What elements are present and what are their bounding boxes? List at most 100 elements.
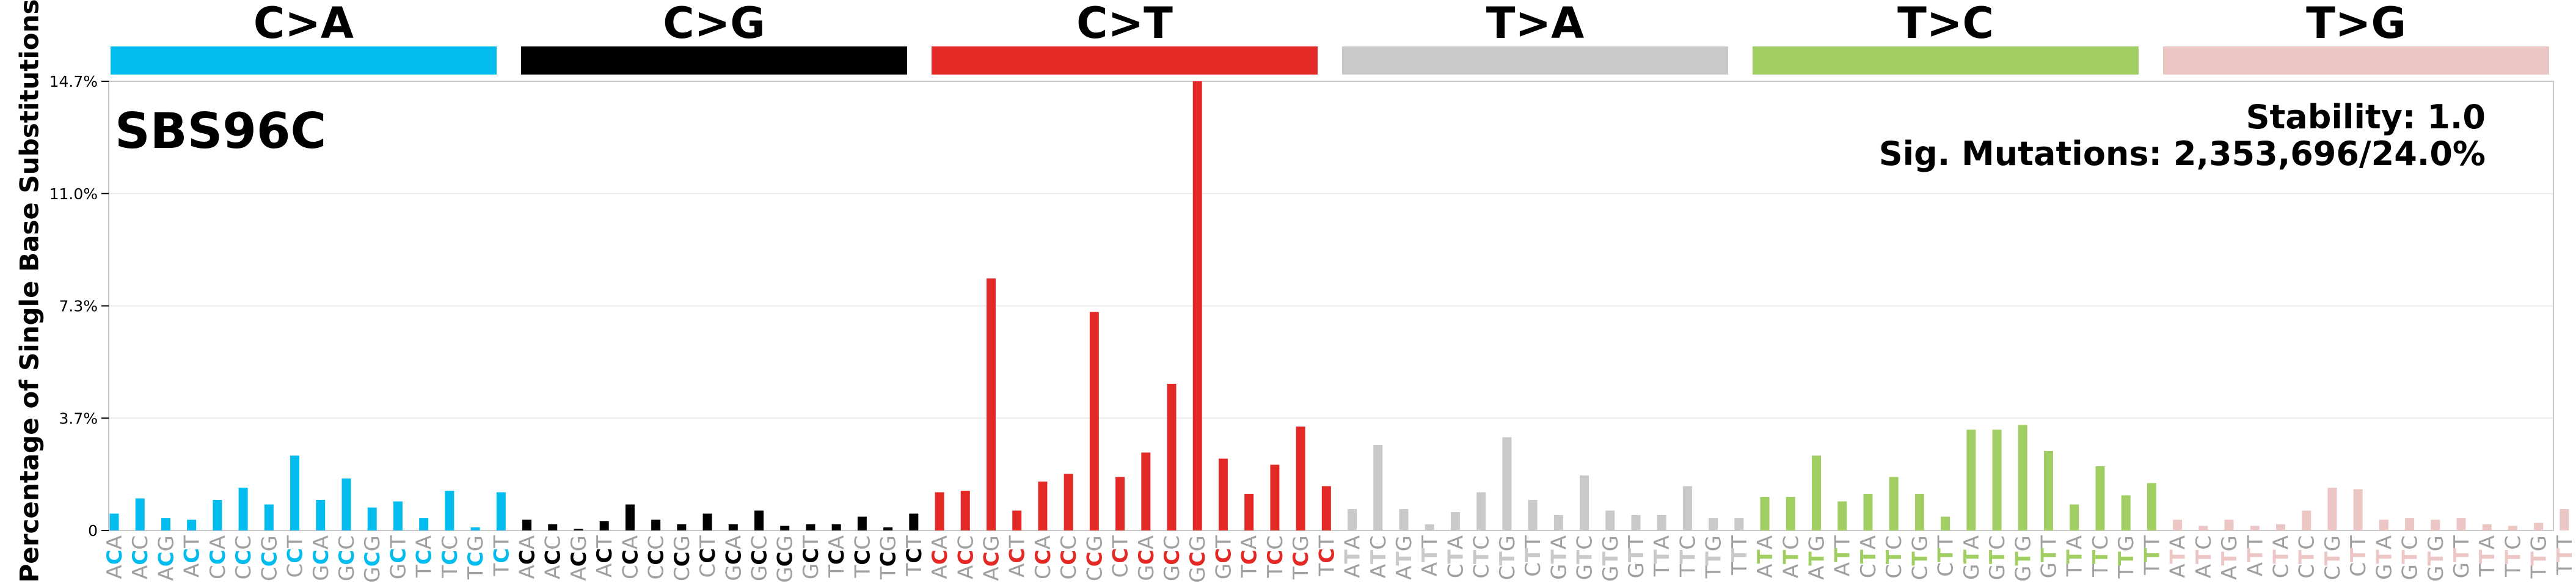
x-tick-label: ATC [1779, 535, 1803, 578]
bar-T>C-GTT [2044, 451, 2053, 530]
bar-T>C-TTT [2147, 483, 2156, 530]
mutation-type-label: T>C [1897, 0, 1994, 48]
x-tick-label: CTT [1521, 535, 1545, 577]
bar-C>A-TCT [496, 492, 506, 530]
bar-T>A-CTC [1476, 492, 1486, 530]
x-tick-label: ATG [2217, 535, 2242, 580]
x-tick-label: GCA [1134, 535, 1159, 581]
x-tick-label: TTC [1676, 535, 1700, 578]
mutation-band-4 [1753, 46, 2139, 75]
x-tick-label: ATC [2192, 535, 2216, 578]
x-tick-label: GTG [2424, 535, 2448, 582]
x-tick-label: TTA [1650, 535, 1674, 577]
x-tick-label: TCT [902, 535, 927, 577]
bar-T>A-ATG [1399, 509, 1409, 530]
bar-C>A-ACA [109, 513, 119, 530]
bar-C>G-GCT [806, 524, 815, 530]
bar-T>A-CTT [1528, 500, 1538, 530]
mutation-type-label: T>A [1486, 0, 1585, 48]
bar-T>A-ATC [1373, 445, 1383, 530]
bar-C>T-ACG [986, 278, 996, 530]
bar-C>G-CCC [651, 519, 661, 530]
bar-T>G-GTC [2405, 518, 2415, 530]
bar-C>A-CCA [213, 500, 222, 530]
x-tick-label: CCC [644, 535, 669, 579]
x-tick-label: CCA [1031, 535, 1056, 579]
bar-T>C-TTG [2121, 495, 2131, 530]
x-tick-label: CCA [618, 535, 643, 579]
bar-T>G-TTC [2508, 526, 2517, 530]
bar-C>A-CCT [290, 455, 300, 530]
x-tick-label: ACT [180, 535, 205, 578]
bar-C>T-TCA [1244, 494, 1254, 530]
bar-T>C-ATA [1760, 497, 1770, 530]
bar-C>A-TCG [470, 527, 480, 530]
stability-label: Stability: 1.0 [2246, 98, 2486, 136]
bar-T>C-TTC [2095, 466, 2105, 530]
x-tick-label: CCT [1109, 535, 1133, 578]
y-tick-label: 0 [88, 522, 98, 540]
x-tick-label: TTT [2553, 535, 2576, 576]
x-tick-label: GTA [1960, 535, 1984, 580]
bar-C>T-CCT [1115, 477, 1125, 530]
mutation-type-label: T>G [2306, 0, 2406, 48]
bar-C>G-ACG [574, 529, 583, 530]
x-tick-label: CTC [1470, 535, 1494, 579]
bar-C>T-GCC [1167, 384, 1177, 530]
x-tick-label: ATG [1805, 535, 1830, 580]
bar-C>A-ACT [187, 519, 197, 530]
x-tick-label: ACC [954, 535, 978, 579]
x-tick-label: TCA [1238, 535, 1262, 578]
x-tick-label: GCA [721, 535, 746, 581]
x-tick-label: CCC [1057, 535, 1081, 579]
x-tick-label: ATC [1366, 535, 1391, 578]
x-tick-label: ATA [1341, 535, 1365, 578]
bar-T>A-ATT [1425, 524, 1434, 530]
bar-C>G-GCC [754, 510, 764, 530]
bar-T>A-CTA [1450, 512, 1460, 530]
x-tick-label: ATA [2166, 535, 2191, 578]
bar-T>A-TTT [1734, 518, 1744, 530]
x-tick-label: CTA [1856, 535, 1881, 578]
x-tick-label: CTG [2321, 535, 2345, 580]
y-tick-label: 14.7% [49, 73, 98, 90]
x-tick-label: ATT [1831, 535, 1855, 576]
mutation-type-label: C>A [254, 0, 354, 48]
bar-C>G-ACC [548, 524, 558, 530]
x-tick-label: ACT [593, 535, 617, 578]
x-tick-label: TTA [2063, 535, 2087, 577]
mutation-type-header: C>A C>G C>T T>A T>C T>G [111, 0, 2549, 75]
bar-T>C-CTT [1941, 516, 1950, 530]
bar-T>C-CTA [1863, 494, 1873, 530]
x-tick-label: CCT [696, 535, 720, 578]
x-tick-label: ACA [103, 535, 127, 579]
bar-C>G-CCA [625, 504, 635, 530]
x-axis-context-labels: ACAACCACGACTCCACCCCCGCCTGCAGCCGCGGCTTCAT… [103, 535, 2576, 582]
x-tick-label: CCC [232, 535, 256, 579]
x-tick-label: GTG [2011, 535, 2035, 582]
bar-C>G-TCC [857, 516, 867, 530]
bar-T>A-TTG [1709, 518, 1718, 530]
x-tick-label: TTA [2475, 535, 2500, 577]
x-tick-label: GCT [386, 535, 410, 579]
bar-C>A-GCA [316, 500, 326, 530]
bar-T>A-GTC [1580, 475, 1589, 530]
mutation-band-5 [2163, 46, 2549, 75]
x-tick-label: CTT [2346, 535, 2371, 577]
mutation-band-2 [932, 46, 1318, 75]
x-tick-label: ACT [1005, 535, 1030, 578]
bar-C>G-CCT [702, 513, 712, 530]
bar-T>G-GTG [2431, 519, 2440, 530]
y-axis-label: Percentage of Single Base Substitutions [14, 0, 45, 583]
x-tick-label: GTC [1573, 535, 1597, 580]
x-tick-label: GCC [335, 535, 359, 581]
bar-C>T-GCG [1192, 81, 1202, 530]
x-tick-label: TTC [2501, 535, 2525, 578]
bar-T>C-GTC [1992, 430, 2002, 530]
x-tick-label: GTC [1985, 535, 2010, 580]
bar-C>G-GCG [780, 526, 790, 530]
bar-T>G-ATT [2250, 526, 2260, 530]
bars [109, 81, 2569, 530]
x-tick-label: GTA [1547, 535, 1571, 580]
